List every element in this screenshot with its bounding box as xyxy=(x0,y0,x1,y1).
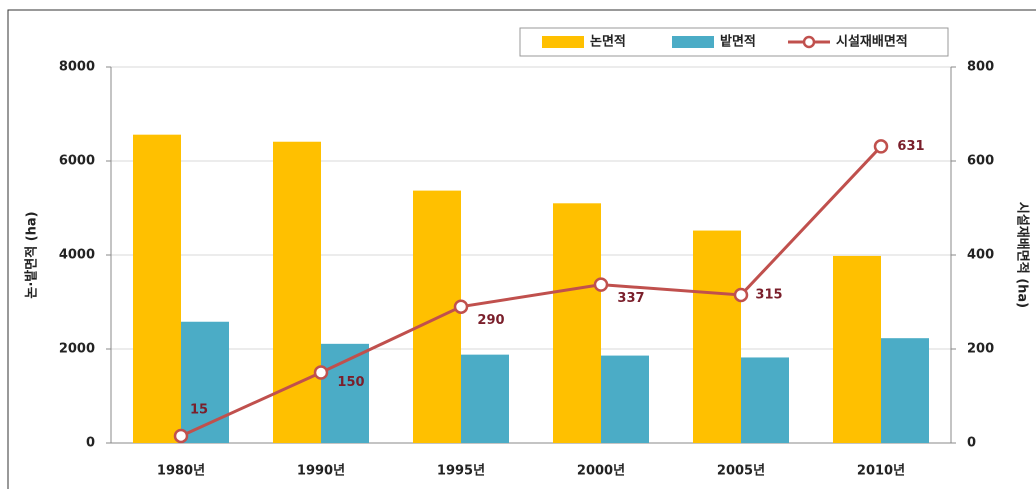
bar xyxy=(833,255,881,443)
bar xyxy=(601,355,649,443)
bar xyxy=(133,134,181,443)
y-tick-label: 6000 xyxy=(59,154,95,169)
data-label: 337 xyxy=(617,291,644,306)
data-label: 631 xyxy=(897,139,924,154)
y-axis-label: 논·밭면적 (ha) xyxy=(24,211,40,298)
y2-tick-label: 0 xyxy=(967,436,976,451)
legend-label: 밭면적 xyxy=(720,34,756,50)
bar xyxy=(273,141,321,444)
x-tick-label: 1995년 xyxy=(437,464,485,479)
bar xyxy=(693,230,741,443)
line-marker xyxy=(173,428,189,444)
line-marker xyxy=(313,365,329,380)
y-tick-label: 0 xyxy=(86,436,95,451)
legend-box xyxy=(519,27,949,57)
legend-swatch xyxy=(672,36,714,48)
line-marker xyxy=(733,287,749,303)
y-tick-label: 2000 xyxy=(59,342,95,357)
y-tick-label: 8000 xyxy=(59,60,95,75)
x-tick-label: 1980년 xyxy=(157,464,205,479)
y2-tick-label: 400 xyxy=(967,248,994,263)
line-marker xyxy=(453,299,469,314)
legend-label: 논면적 xyxy=(590,34,626,50)
x-tick-label: 2005년 xyxy=(717,464,765,479)
data-label: 290 xyxy=(477,313,504,328)
x-tick-label: 2000년 xyxy=(577,464,625,479)
data-label: 315 xyxy=(755,287,782,302)
frame xyxy=(7,9,1036,489)
bar xyxy=(741,357,789,443)
bar xyxy=(461,354,509,443)
line-marker xyxy=(873,139,889,154)
data-label: 150 xyxy=(337,375,364,390)
bar xyxy=(553,203,601,443)
x-tick-label: 2010년 xyxy=(857,464,905,479)
legend-label: 시설재배면적 xyxy=(836,34,908,50)
y2-tick-label: 800 xyxy=(967,60,994,75)
y2-tick-label: 600 xyxy=(967,154,994,169)
legend-marker xyxy=(802,35,816,49)
legend-swatch xyxy=(542,36,584,48)
bar xyxy=(181,321,229,443)
line-marker xyxy=(593,277,609,292)
line xyxy=(180,145,883,438)
data-label: 15 xyxy=(190,402,208,417)
y2-axis-label: 시설재배면적 (ha) xyxy=(1015,202,1031,308)
bar xyxy=(881,338,929,443)
y-tick-label: 4000 xyxy=(59,248,95,263)
y2-tick-label: 200 xyxy=(967,342,994,357)
x-tick-label: 1990년 xyxy=(297,464,345,479)
bar xyxy=(321,343,369,443)
